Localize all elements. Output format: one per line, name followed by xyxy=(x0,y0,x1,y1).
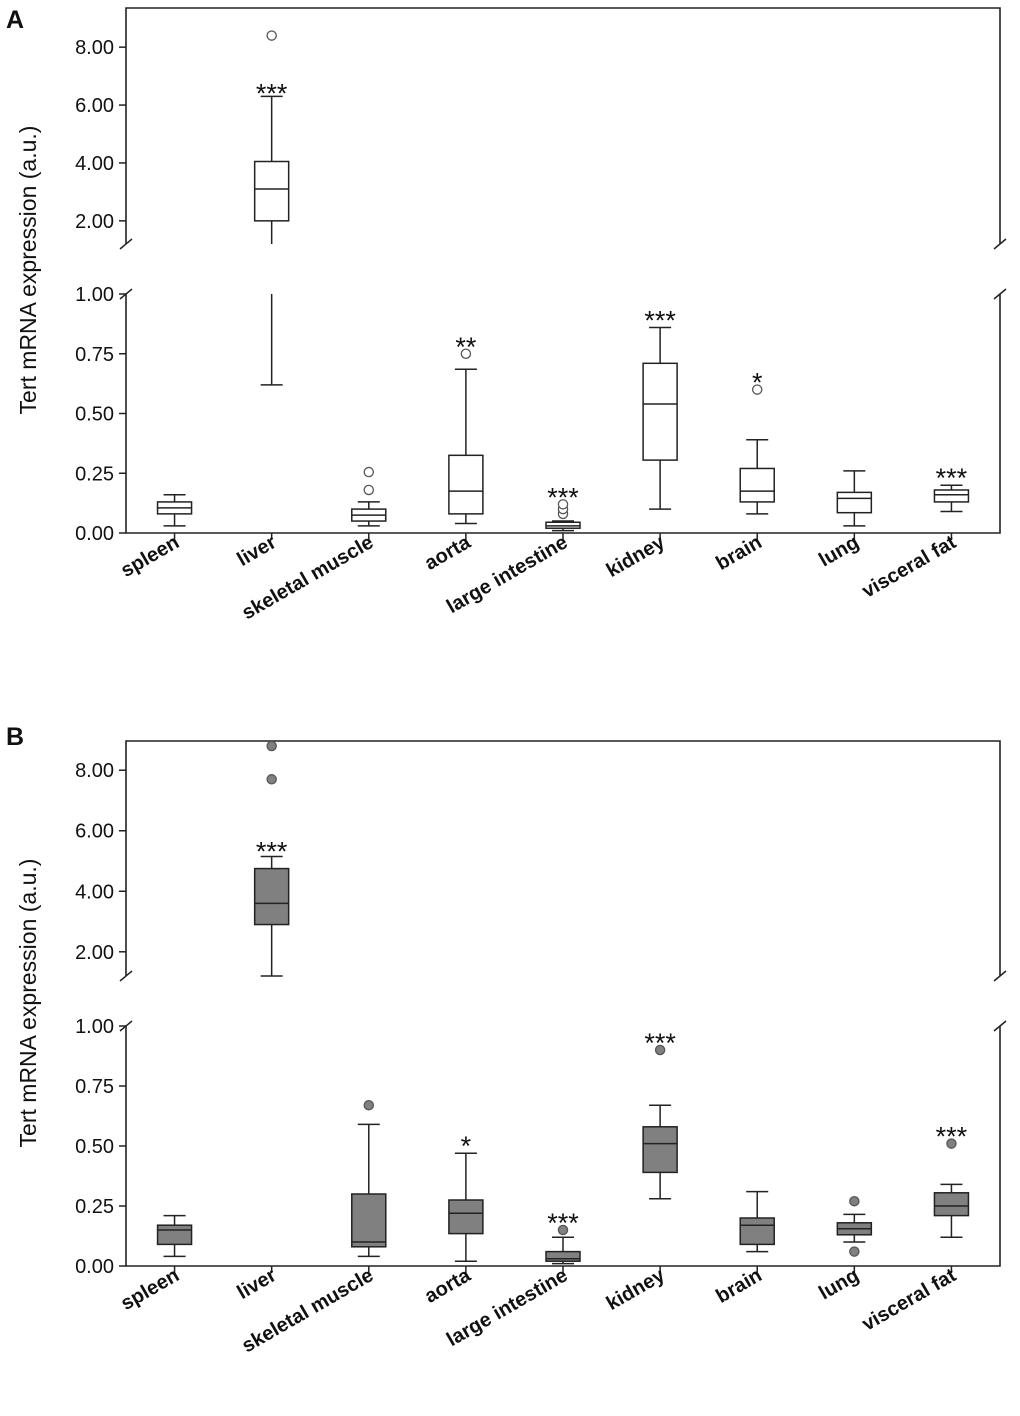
y-tick-label: 6.00 xyxy=(75,95,114,117)
y-tick-label: 4.00 xyxy=(75,881,114,903)
significance-stars: *** xyxy=(547,1208,579,1238)
y-tick-label: 0.25 xyxy=(75,463,114,485)
outlier-point xyxy=(266,30,277,41)
y-tick-label: 0.00 xyxy=(75,1256,114,1278)
significance-stars: *** xyxy=(256,78,288,108)
category-label: visceral fat xyxy=(858,1264,960,1335)
significance-stars: *** xyxy=(256,836,288,866)
y-tick-label: 0.00 xyxy=(75,523,114,545)
panel-letter: A xyxy=(6,6,24,34)
outlier-point xyxy=(557,499,569,510)
upper-axis-frame xyxy=(125,740,1001,976)
box-iqr xyxy=(351,1193,387,1248)
box-iqr xyxy=(253,160,290,222)
category-label: lung xyxy=(815,1264,863,1304)
panel-b: B 2.00 4.00 6.00 8.00 0.00 0.25 0.50 0.75 1.00 Te… xyxy=(6,723,1007,1357)
significance-stars: * xyxy=(752,368,763,398)
outlier-point xyxy=(557,1224,569,1236)
y-tick-label: 8.00 xyxy=(75,37,114,59)
box-iqr xyxy=(836,491,873,514)
axis-break-mark xyxy=(119,970,133,982)
y-tick-label: 8.00 xyxy=(75,760,114,782)
box-iqr xyxy=(933,1192,970,1217)
outlier-point xyxy=(460,348,472,359)
box-brain: * brain xyxy=(712,368,775,575)
outlier-point xyxy=(363,466,375,478)
box-spleen: spleen xyxy=(117,494,193,582)
axis-break-mark xyxy=(993,238,1007,250)
category-label: liver xyxy=(234,531,281,571)
category-label: lung xyxy=(815,531,863,571)
box-iqr xyxy=(448,454,484,515)
outlier-point xyxy=(654,1044,666,1056)
box-lung: lung xyxy=(815,470,873,571)
box-iqr xyxy=(642,1126,678,1174)
box-aorta: * aorta xyxy=(421,1131,484,1308)
category-label: brain xyxy=(712,1264,765,1308)
significance-stars: * xyxy=(461,1131,472,1161)
category-label: visceral fat xyxy=(858,531,960,602)
box-kidney: *** kidney xyxy=(603,1028,678,1315)
box-iqr xyxy=(933,489,970,503)
y-tick-label: 4.00 xyxy=(75,153,114,175)
category-label: brain xyxy=(712,531,765,575)
category-label: spleen xyxy=(117,1264,183,1315)
outlier-point xyxy=(849,1195,860,1207)
box-iqr xyxy=(642,362,678,461)
outlier-point xyxy=(849,1246,860,1257)
box-visceral-fat: *** visceral fat xyxy=(858,1122,970,1336)
category-label: aorta xyxy=(421,1264,475,1308)
box-lung: lung xyxy=(815,1195,873,1304)
y-tick-label: 2.00 xyxy=(75,211,114,233)
panel-a: A 2.00 4.00 6.00 8.00 0.00 0.25 0.50 0.75 1.00 Te… xyxy=(6,6,1007,624)
category-label: spleen xyxy=(117,531,183,582)
box-skeletal-muscle: skeletal muscle xyxy=(238,1099,387,1357)
y-tick-label: 0.50 xyxy=(75,1136,114,1158)
category-label: aorta xyxy=(421,531,475,575)
y-tick-label: 1.00 xyxy=(75,1016,114,1038)
upper-axis-frame xyxy=(125,7,1001,244)
box-iqr xyxy=(156,1224,193,1246)
box-brain: brain xyxy=(712,1190,775,1308)
box-aorta: ** aorta xyxy=(421,332,484,575)
outlier-point xyxy=(266,774,277,785)
outlier-point xyxy=(363,1099,375,1111)
significance-stars: *** xyxy=(936,463,968,493)
box-kidney: *** kidney xyxy=(603,305,678,582)
significance-stars: ** xyxy=(455,332,477,362)
significance-stars: *** xyxy=(644,1028,676,1058)
box-iqr xyxy=(739,1217,775,1246)
y-tick-label: 0.75 xyxy=(75,1076,114,1098)
y-tick-label: 0.50 xyxy=(75,404,114,426)
y-tick-label: 0.75 xyxy=(75,344,114,366)
outlier-point xyxy=(266,740,277,752)
panel-letter: B xyxy=(6,723,24,751)
significance-stars: *** xyxy=(936,1122,968,1152)
y-tick-label: 1.00 xyxy=(75,284,114,306)
outlier-point xyxy=(751,384,763,395)
axis-break-mark xyxy=(993,970,1007,982)
axis-break-mark xyxy=(993,1020,1007,1032)
category-label: kidney xyxy=(603,531,670,582)
axis-break-mark xyxy=(119,238,133,250)
y-axis-label: Tert mRNA expression (a.u.) xyxy=(15,859,41,1148)
category-label: liver xyxy=(234,1264,281,1304)
significance-stars: *** xyxy=(547,482,579,512)
axis-break-mark xyxy=(993,288,1007,300)
y-tick-label: 2.00 xyxy=(75,942,114,964)
significance-stars: *** xyxy=(644,305,676,335)
y-axis-label: Tert mRNA expression (a.u.) xyxy=(15,126,41,415)
box-iqr xyxy=(448,1199,484,1235)
box-liver: *** liver xyxy=(234,30,290,571)
y-tick-label: 6.00 xyxy=(75,821,114,843)
outlier-point xyxy=(946,1138,957,1149)
y-tick-label: 0.25 xyxy=(75,1196,114,1218)
box-iqr xyxy=(545,1250,581,1262)
category-label: kidney xyxy=(603,1264,670,1315)
box-liver: *** liver xyxy=(234,740,290,1304)
box-iqr xyxy=(253,867,290,926)
outlier-point xyxy=(363,484,375,496)
box-iqr xyxy=(739,467,775,503)
